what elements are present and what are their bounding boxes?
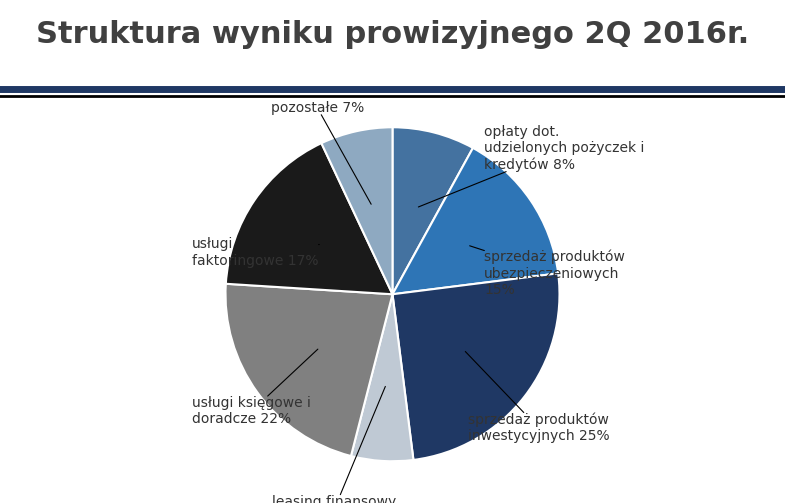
Text: leasing finansowy
6%: leasing finansowy 6% [272, 386, 396, 503]
Wedge shape [225, 284, 392, 456]
Text: pozostałe 7%: pozostałe 7% [271, 101, 371, 204]
Text: Struktura wyniku prowizyjnego 2Q 2016r.: Struktura wyniku prowizyjnego 2Q 2016r. [36, 20, 749, 49]
Wedge shape [321, 127, 392, 294]
Text: usługi księgowe i
doradcze 22%: usługi księgowe i doradcze 22% [192, 349, 318, 426]
Text: usługi
faktoringowe 17%: usługi faktoringowe 17% [192, 237, 319, 268]
Wedge shape [392, 148, 558, 294]
Wedge shape [392, 273, 560, 460]
Wedge shape [351, 294, 414, 461]
Wedge shape [392, 127, 473, 294]
Text: sprzedaż produktów
ubezpieczeniowych
15%: sprzedaż produktów ubezpieczeniowych 15% [469, 246, 625, 297]
Text: sprzedaż produktów
inwestycyjnych 25%: sprzedaż produktów inwestycyjnych 25% [466, 352, 609, 443]
Text: opłaty dot.
udzielonych pożyczek i
kredytów 8%: opłaty dot. udzielonych pożyczek i kredy… [418, 125, 644, 207]
Wedge shape [226, 143, 392, 294]
